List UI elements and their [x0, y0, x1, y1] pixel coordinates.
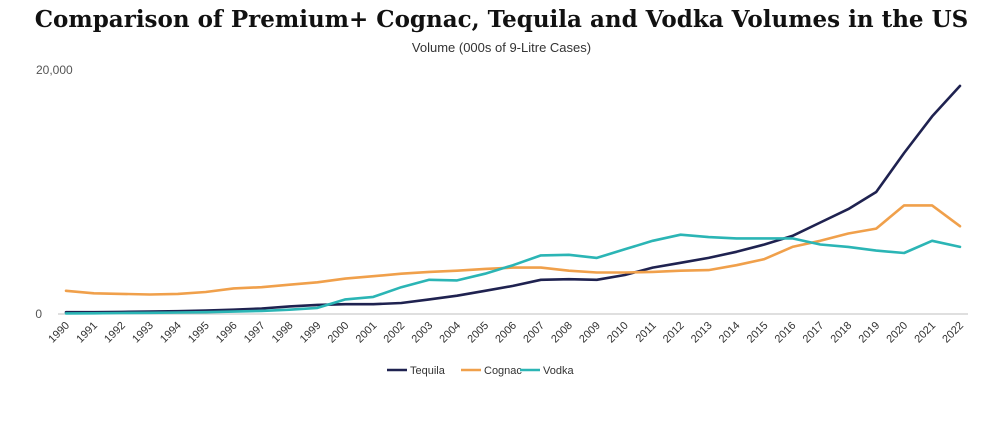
x-tick-label: 2006	[493, 320, 519, 346]
x-tick-label: 2021	[912, 320, 938, 346]
x-tick-label: 2000	[326, 320, 352, 346]
x-axis-ticks: 1990 1991 1992 1993 1994 1995 1996 1997 1998 1999…	[46, 320, 966, 346]
x-tick-label: 2008	[549, 320, 575, 346]
x-tick-label: 2002	[382, 320, 408, 346]
x-tick-label: 1994	[158, 320, 184, 346]
x-tick-label: 2010	[605, 320, 631, 346]
x-tick-label: 2009	[577, 320, 603, 346]
legend-label-vodka: Vodka	[543, 365, 574, 377]
x-tick-label: 1998	[270, 320, 296, 346]
x-tick-label: 2012	[661, 320, 687, 346]
series-line-tequila	[64, 84, 962, 314]
legend-label-cognac: Cognac	[484, 365, 522, 377]
x-tick-label: 1991	[74, 320, 100, 346]
series-line-vodka	[64, 233, 962, 315]
x-tick-label: 1993	[130, 320, 156, 346]
x-tick-label: 2014	[717, 320, 743, 346]
legend: Tequila Cognac Vodka	[387, 365, 574, 377]
x-tick-label: 2016	[773, 320, 799, 346]
x-tick-label: 1996	[214, 320, 240, 346]
x-tick-label: 2015	[745, 320, 771, 346]
y-tick-label: 0	[35, 307, 42, 321]
x-tick-label: 2022	[940, 320, 966, 346]
x-tick-label: 1990	[46, 320, 72, 346]
x-tick-label: 2011	[634, 320, 659, 345]
x-tick-label: 2003	[410, 320, 436, 346]
x-tick-label: 2001	[354, 320, 380, 346]
x-tick-label: 2017	[801, 320, 827, 346]
chart-subtitle: Volume (000s of 9-Litre Cases)	[411, 40, 592, 55]
x-tick-label: 2013	[689, 320, 715, 346]
x-tick-label: 2018	[829, 320, 855, 346]
x-tick-label: 1995	[186, 320, 212, 346]
x-tick-label: 2004	[437, 320, 463, 346]
x-tick-label: 1997	[242, 320, 268, 346]
y-axis-ticks: 0 20,000	[35, 63, 73, 321]
x-tick-label: 2020	[884, 320, 910, 346]
x-tick-label: 2005	[465, 320, 491, 346]
x-tick-label: 2019	[857, 320, 883, 346]
legend-label-tequila: Tequila	[410, 365, 446, 377]
chart-title: Comparison of Premium+ Cognac, Tequila a…	[34, 6, 969, 33]
x-tick-label: 2007	[521, 320, 547, 346]
series-lines	[64, 84, 962, 315]
y-tick-label: 20,000	[36, 63, 73, 77]
x-tick-label: 1992	[102, 320, 128, 346]
x-tick-label: 1999	[298, 320, 324, 346]
